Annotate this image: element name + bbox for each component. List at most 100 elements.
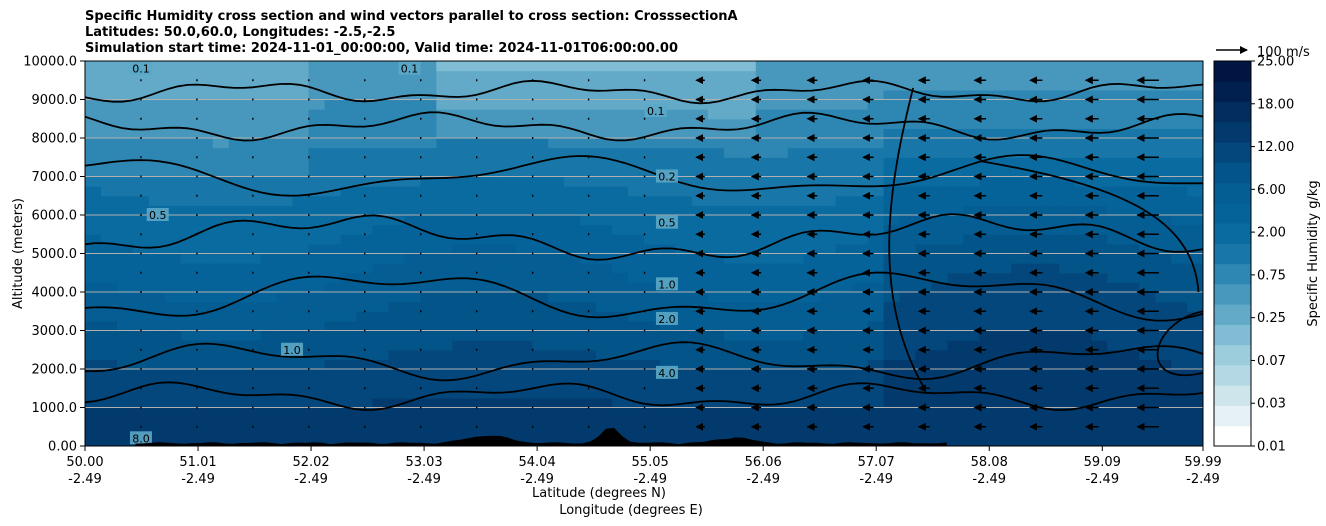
humidity-cell (85, 320, 102, 332)
humidity-cell (548, 417, 565, 428)
humidity-cell (612, 186, 629, 197)
humidity-cell (164, 89, 182, 101)
humidity-cell (1011, 118, 1028, 129)
humidity-cell (1043, 272, 1060, 283)
humidity-cell (771, 292, 789, 303)
humidity-cell (659, 147, 677, 158)
humidity-cell (324, 320, 342, 332)
colorbar-swatch (1214, 344, 1251, 366)
humidity-cell (899, 369, 917, 380)
humidity-cell (372, 378, 390, 389)
humidity-cell (324, 340, 342, 351)
humidity-cell (372, 166, 390, 178)
humidity-cell (292, 234, 310, 245)
humidity-cell (1043, 282, 1060, 293)
humidity-cell (787, 205, 805, 216)
humidity-cell (548, 70, 565, 81)
humidity-cell (228, 388, 246, 399)
humidity-cell (723, 195, 741, 206)
humidity-cell (388, 282, 406, 293)
humidity-cell (739, 292, 757, 303)
humidity-cell (596, 234, 613, 245)
humidity-cell (1155, 128, 1172, 139)
humidity-cell (1027, 378, 1044, 389)
humidity-cell (915, 234, 933, 245)
humidity-cell (675, 378, 693, 389)
humidity-cell (1059, 176, 1076, 187)
humidity-cell (612, 311, 629, 322)
humidity-cell (819, 426, 837, 437)
humidity-cell (500, 388, 517, 399)
humidity-cell (739, 234, 757, 245)
humidity-cell (484, 224, 501, 235)
humidity-cell (819, 89, 837, 101)
humidity-cell (340, 272, 358, 283)
humidity-cell (628, 417, 645, 428)
humidity-cell (707, 166, 725, 178)
humidity-cell (292, 70, 310, 81)
humidity-cell (196, 349, 214, 360)
humidity-cell (548, 138, 565, 149)
humidity-cell (675, 186, 693, 197)
humidity-cell (915, 301, 933, 312)
humidity-cell (1155, 61, 1172, 72)
humidity-cell (308, 234, 326, 245)
humidity-cell (356, 263, 374, 274)
humidity-cell (404, 311, 421, 322)
humidity-cell (963, 349, 980, 360)
humidity-cell (132, 80, 150, 91)
humidity-cell (212, 320, 230, 332)
humidity-cell (1059, 80, 1076, 91)
humidity-cell (851, 282, 869, 293)
humidity-cell (100, 397, 118, 409)
humidity-cell (644, 128, 661, 139)
humidity-cell (979, 176, 996, 187)
humidity-cell (548, 320, 565, 332)
humidity-cell (755, 340, 773, 351)
humidity-cell (995, 282, 1012, 293)
humidity-cell (196, 195, 214, 206)
humidity-cell (132, 311, 150, 322)
humidity-cell (803, 215, 821, 226)
humidity-cell (196, 301, 214, 312)
humidity-cell (899, 292, 917, 303)
humidity-cell (596, 61, 613, 72)
humidity-cell (436, 320, 453, 332)
humidity-cell (420, 292, 437, 303)
humidity-cell (803, 320, 821, 332)
humidity-cell (340, 70, 358, 81)
humidity-cell (244, 80, 262, 91)
humidity-cell (1139, 426, 1156, 437)
humidity-cell (580, 99, 597, 110)
humidity-cell (963, 359, 980, 370)
humidity-cell (1075, 436, 1092, 446)
humidity-cell (883, 330, 901, 341)
humidity-cell (707, 359, 725, 370)
humidity-cell (212, 166, 230, 178)
humidity-cell (100, 138, 118, 149)
humidity-cell (132, 272, 150, 283)
humidity-cell (548, 147, 565, 158)
humidity-cell (276, 80, 294, 91)
humidity-cell (707, 388, 725, 399)
humidity-cell (132, 340, 150, 351)
humidity-cell (500, 292, 517, 303)
humidity-cell (228, 147, 246, 158)
humidity-cell (851, 301, 869, 312)
humidity-cell (1123, 243, 1140, 255)
humidity-cell (1027, 359, 1044, 370)
humidity-cell (851, 61, 869, 72)
humidity-cell (308, 359, 326, 370)
humidity-cell (1139, 99, 1156, 110)
humidity-cell (1123, 157, 1140, 168)
humidity-cell (580, 263, 597, 274)
humidity-cell (675, 340, 693, 351)
humidity-cell (500, 320, 517, 332)
humidity-cell (324, 349, 342, 360)
humidity-cell (1187, 292, 1203, 303)
humidity-cell (1155, 253, 1172, 264)
humidity-cell (644, 215, 661, 226)
humidity-cell (548, 292, 565, 303)
humidity-cell (899, 61, 917, 72)
humidity-cell (1059, 311, 1076, 322)
